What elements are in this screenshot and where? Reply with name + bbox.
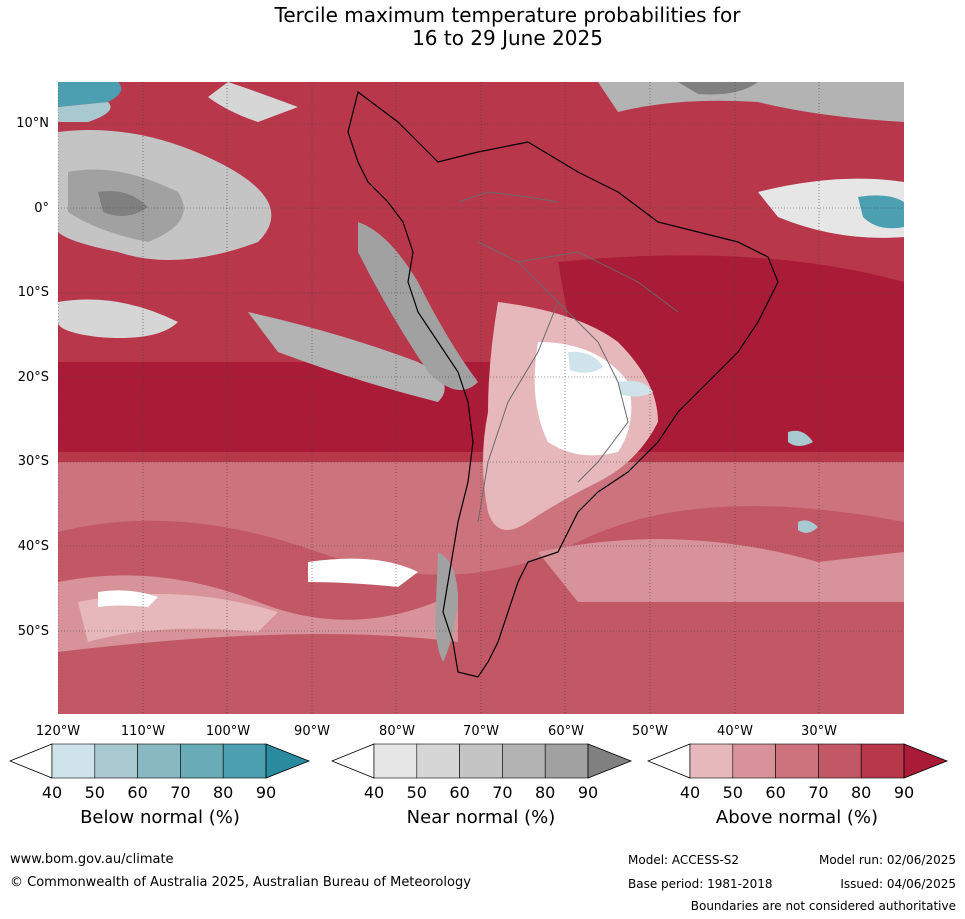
lon-label-110w: 110°W	[120, 724, 166, 739]
lat-label-0: 0°	[34, 201, 49, 216]
colorbar-swatch	[775, 743, 819, 779]
colorbar-below-normal	[9, 743, 311, 779]
lat-label-10s: 10°S	[17, 285, 49, 300]
colorbar-extend-high	[903, 743, 949, 779]
colorbar-swatch	[544, 743, 589, 779]
colorbar-swatch	[137, 743, 181, 779]
map-canvas	[58, 82, 904, 714]
colorbar-extend-low	[9, 743, 53, 779]
colorbar-title-above: Above normal (%)	[715, 807, 879, 828]
colorbar-tick-label: 40	[363, 783, 385, 802]
footer-model-run: Model run: 02/06/2025	[818, 853, 956, 867]
colorbar-near-normal	[331, 743, 633, 779]
colorbar-tick-label: 70	[808, 783, 829, 802]
footer-issued: Issued: 04/06/2025	[840, 877, 956, 891]
colorbar-swatch	[222, 743, 267, 779]
colorbar-swatch	[860, 743, 905, 779]
colorbar-extend-high	[587, 743, 633, 779]
title-line-1: Tercile maximum temperature probabilitie…	[274, 3, 741, 27]
colorbar-tick-label: 40	[41, 783, 63, 802]
lon-label-80w: 80°W	[379, 724, 415, 739]
colorbar-tick-label: 90	[893, 783, 915, 802]
map-title: Tercile maximum temperature probabilitie…	[0, 4, 965, 50]
lon-label-100w: 100°W	[205, 724, 251, 739]
colorbar-above-normal	[647, 743, 949, 779]
colorbar-extend-high	[265, 743, 311, 779]
lon-label-40w: 40°W	[717, 724, 753, 739]
colorbar-title-below: Below normal (%)	[80, 807, 240, 828]
colorbar-tick-label: 60	[127, 783, 148, 802]
footer-url: www.bom.gov.au/climate	[10, 852, 174, 867]
colorbar-swatch	[459, 743, 503, 779]
colorbar-swatch	[732, 743, 776, 779]
colorbar-swatch	[94, 743, 138, 779]
colorbar-tick-label: 70	[492, 783, 513, 802]
lat-label-30s: 30°S	[17, 454, 49, 469]
probability-map	[58, 82, 904, 714]
lat-label-50s: 50°S	[17, 624, 49, 639]
lon-label-60w: 60°W	[548, 724, 584, 739]
lon-label-30w: 30°W	[801, 724, 837, 739]
lat-label-10n: 10°N	[16, 116, 49, 131]
colorbar-extend-low	[647, 743, 691, 779]
colorbar-extend-low	[331, 743, 375, 779]
colorbar-title-near: Near normal (%)	[406, 807, 556, 828]
colorbar-swatch	[818, 743, 862, 779]
colorbar-swatch	[373, 743, 418, 779]
footer-copyright: © Commonwealth of Australia 2025, Austra…	[10, 875, 471, 890]
lon-label-70w: 70°W	[463, 724, 499, 739]
colorbar-swatch	[416, 743, 460, 779]
colorbar-tick-label: 80	[213, 783, 234, 802]
lat-label-40s: 40°S	[17, 539, 49, 554]
footer-boundaries: Boundaries are not considered authoritat…	[690, 899, 956, 913]
colorbar-swatch	[689, 743, 734, 779]
colorbar-tick-label: 50	[722, 783, 743, 802]
colorbar-tick-label: 50	[84, 783, 105, 802]
colorbar-tick-label: 80	[535, 783, 556, 802]
colorbar-tick-label: 60	[449, 783, 470, 802]
colorbar-tick-label: 90	[255, 783, 277, 802]
colorbar-swatch	[180, 743, 224, 779]
title-line-2: 16 to 29 June 2025	[412, 26, 603, 50]
footer-model: Model: ACCESS-S2	[628, 853, 740, 867]
lon-label-50w: 50°W	[632, 724, 668, 739]
colorbar-swatch	[502, 743, 546, 779]
colorbar-tick-label: 50	[406, 783, 427, 802]
colorbar-tick-label: 60	[765, 783, 786, 802]
colorbar-tick-label: 70	[170, 783, 191, 802]
colorbar-tick-label: 40	[679, 783, 701, 802]
lat-label-20s: 20°S	[17, 370, 49, 385]
colorbar-tick-label: 90	[577, 783, 599, 802]
lon-label-120w: 120°W	[35, 724, 81, 739]
footer-base-period: Base period: 1981-2018	[628, 877, 773, 891]
lon-label-90w: 90°W	[294, 724, 330, 739]
colorbar-swatch	[51, 743, 96, 779]
colorbar-tick-label: 80	[851, 783, 872, 802]
